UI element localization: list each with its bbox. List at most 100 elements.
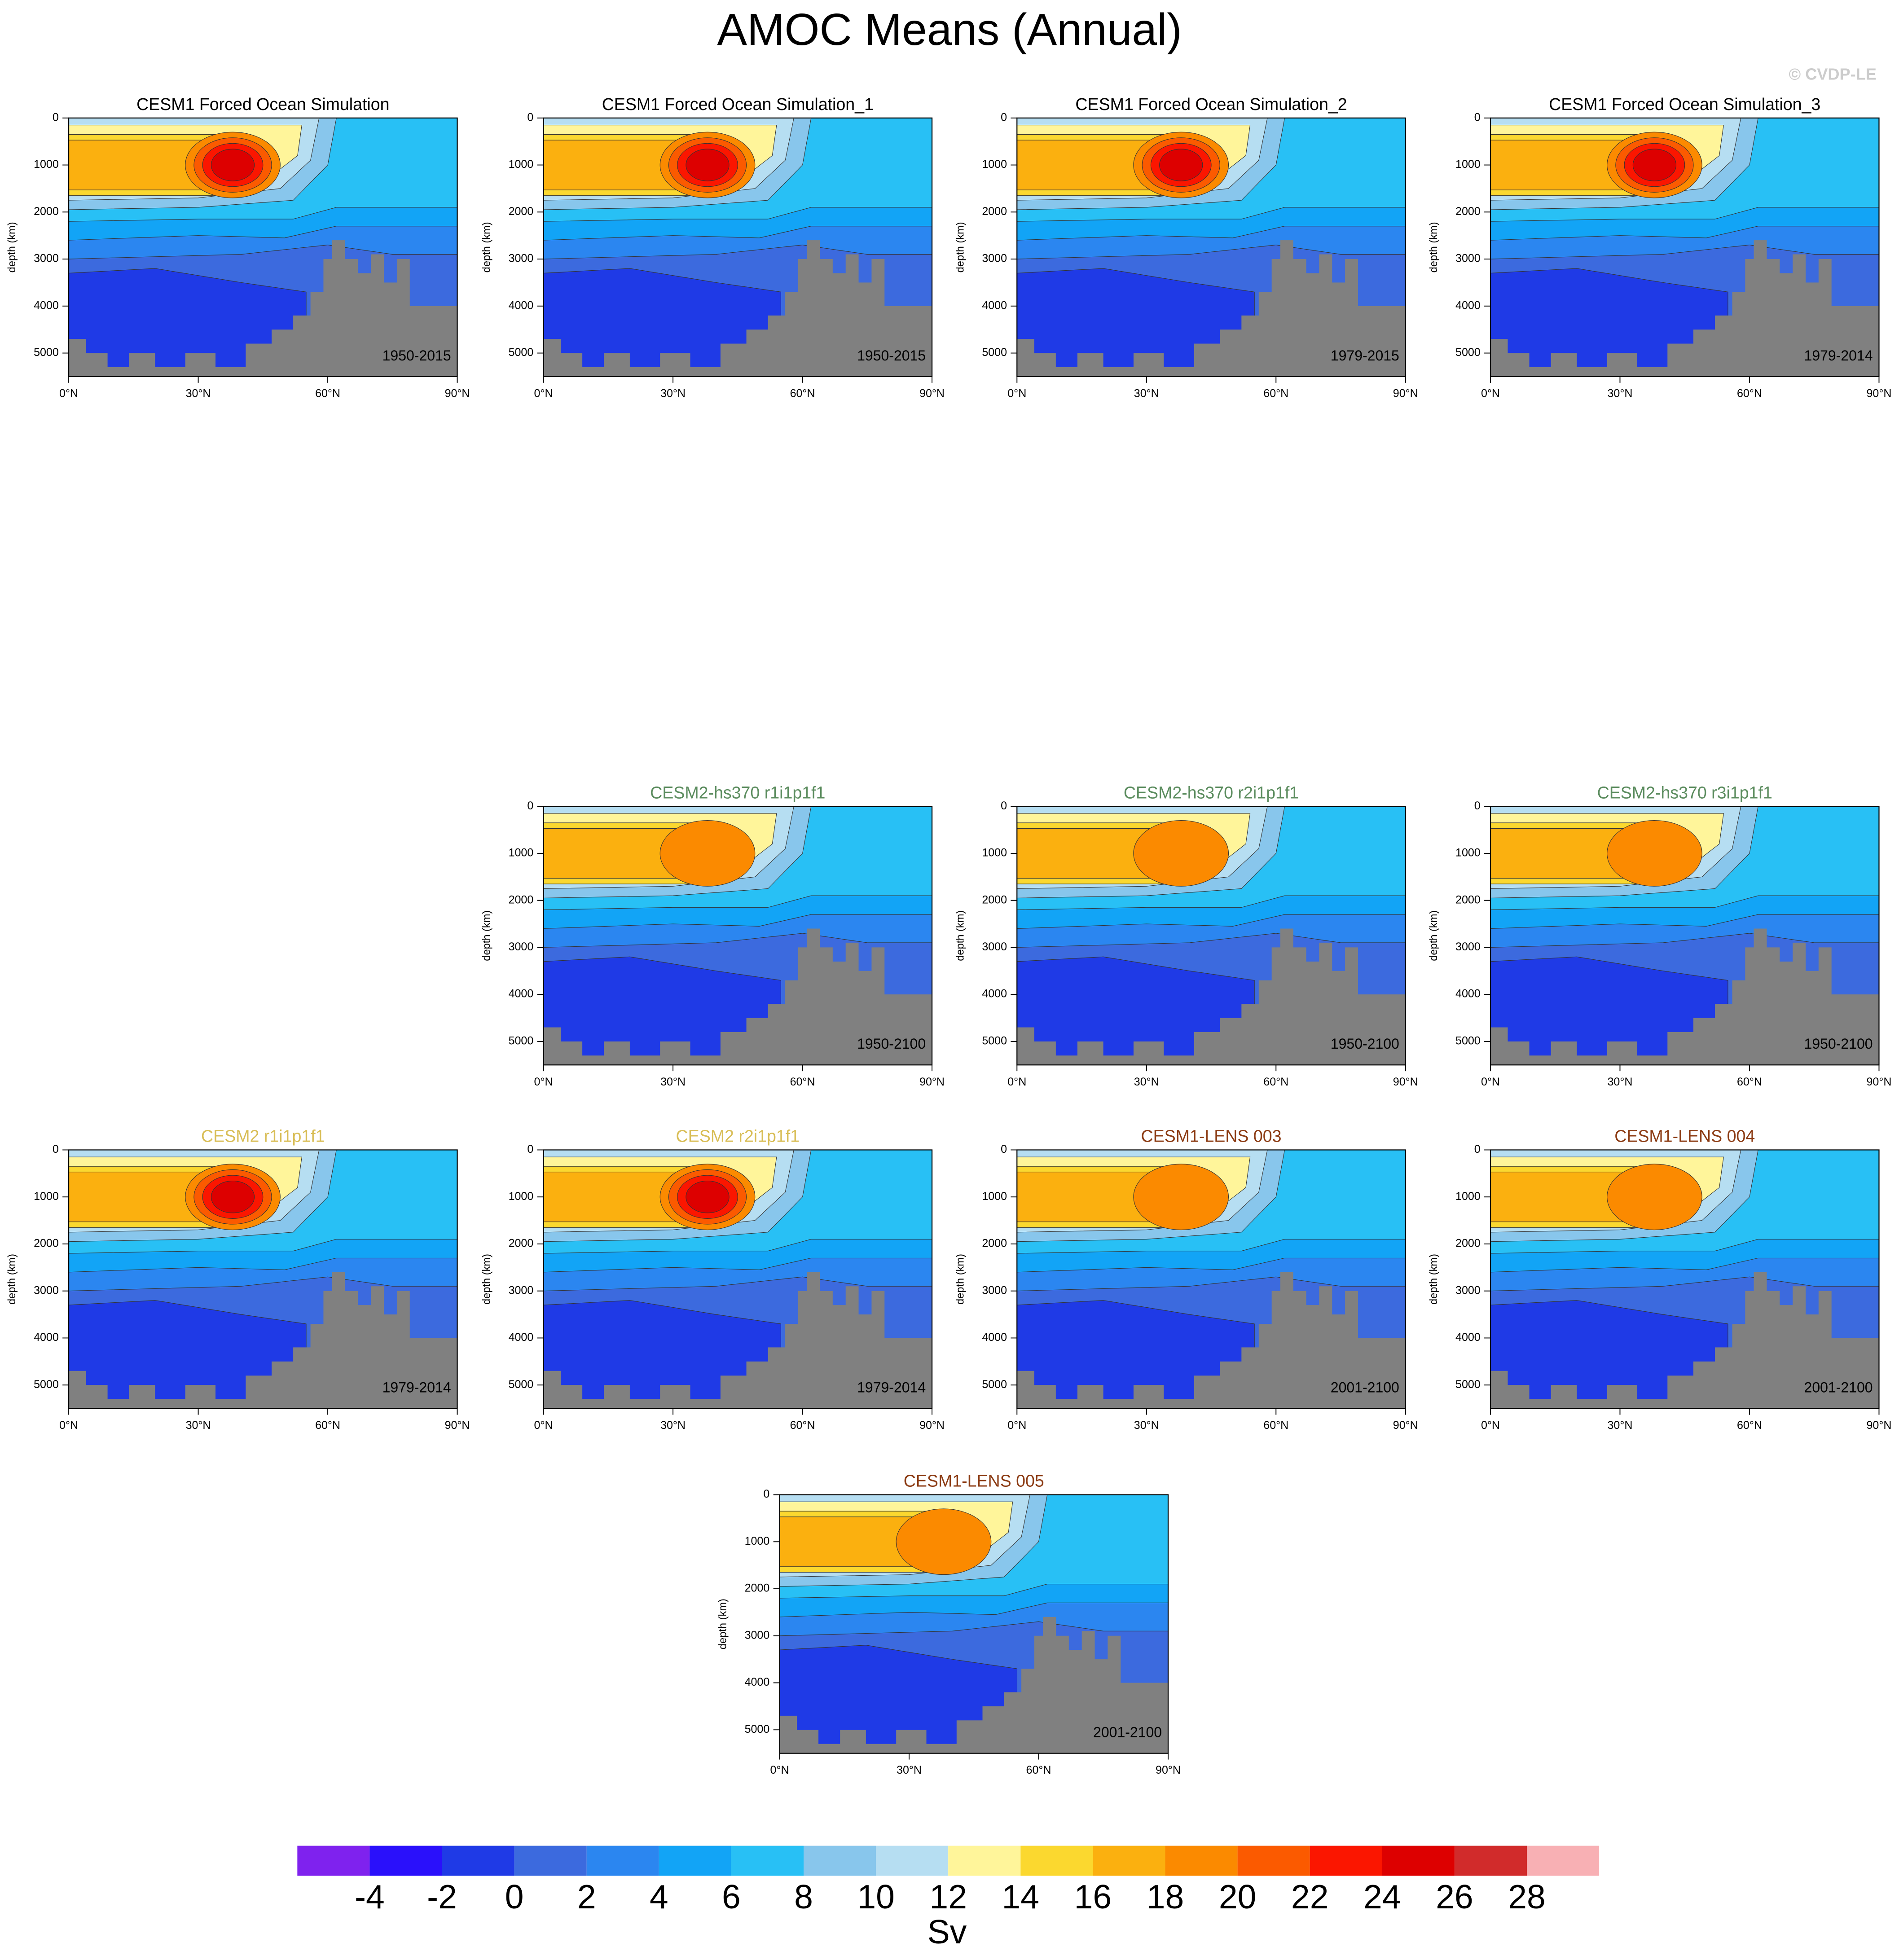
plot-frame [1016, 1149, 1406, 1409]
y-tick-label: 1000 [982, 158, 1007, 171]
period-label: 2001-2100 [1331, 1379, 1399, 1395]
colorbar-label: 26 [1436, 1878, 1473, 1916]
x-tick-label: 30°N [660, 1419, 686, 1432]
contour-region [1159, 149, 1203, 181]
contour-region [686, 149, 730, 181]
y-tick-label: 2000 [1455, 205, 1481, 218]
y-axis-label: depth (km) [954, 222, 966, 272]
contour-field [543, 118, 932, 377]
period-label: 2001-2100 [1093, 1724, 1162, 1740]
y-tick-label: 5000 [34, 1378, 59, 1391]
x-tick-label: 0°N [1481, 387, 1500, 400]
y-tick-label: 3000 [1455, 252, 1481, 265]
y-tick-label: 3000 [509, 1284, 534, 1296]
y-tick-label: 4000 [509, 988, 534, 1000]
y-tick-label: 2000 [982, 205, 1007, 218]
colorbar-box [948, 1846, 1021, 1876]
period-label: 1950-2015 [857, 347, 926, 364]
colorbar-label: 16 [1074, 1878, 1112, 1916]
contour-region [686, 1181, 730, 1213]
colorbar-units: Sv [928, 1913, 967, 1951]
y-tick-label: 4000 [1455, 988, 1481, 1000]
contour-region [1133, 1164, 1229, 1230]
panel: CESM1 Forced Ocean Simulation_2 1979-2015… [954, 95, 1418, 400]
y-tick-label: 4000 [982, 1331, 1007, 1344]
y-tick-label: 4000 [34, 299, 59, 312]
period-label: 1979-2015 [1331, 347, 1399, 364]
y-axis-label: depth (km) [481, 222, 493, 272]
y-tick-label: 5000 [1455, 1034, 1481, 1047]
y-tick-label: 0 [1474, 111, 1481, 123]
contour-field [1017, 806, 1406, 1065]
y-tick-label: 0 [1474, 1143, 1481, 1156]
plot-frame [1490, 1149, 1880, 1409]
topography [543, 240, 932, 377]
plot-frame [543, 117, 933, 377]
topography [1490, 1272, 1879, 1409]
topography [1017, 240, 1406, 377]
y-tick-label: 0 [527, 111, 533, 123]
y-tick-label: 1000 [34, 158, 59, 171]
y-tick-label: 3000 [509, 252, 534, 265]
plot-frame [1490, 117, 1880, 377]
topography [543, 1272, 932, 1409]
y-tick-label: 4000 [745, 1676, 770, 1688]
colorbar-label: 0 [505, 1878, 524, 1916]
panel: CESM2-hs370 r2i1p1f1 1950-2100 depth (km) 0… [954, 783, 1418, 1088]
topography [1017, 928, 1406, 1065]
x-tick-label: 30°N [1608, 1419, 1633, 1432]
x-tick-label: 30°N [1134, 387, 1159, 400]
y-tick-label: 5000 [1455, 346, 1481, 359]
x-tick-label: 90°N [1867, 387, 1892, 400]
y-tick-label: 1000 [982, 847, 1007, 859]
period-label: 1979-2014 [857, 1379, 926, 1395]
plot-frame [68, 117, 458, 377]
y-tick-label: 2000 [34, 205, 59, 218]
y-axis-label: depth (km) [6, 222, 18, 272]
x-tick-label: 30°N [660, 387, 686, 400]
y-tick-label: 3000 [982, 1284, 1007, 1296]
contour-field [543, 1150, 932, 1409]
contour-field [1017, 118, 1406, 377]
y-tick-label: 2000 [1455, 893, 1481, 906]
contour-region [1133, 820, 1229, 887]
y-tick-label: 2000 [509, 893, 534, 906]
panel: CESM1 Forced Ocean Simulation 1950-2015 de… [6, 95, 470, 400]
contour-field [1490, 118, 1879, 377]
y-tick-label: 1000 [1455, 847, 1481, 859]
x-tick-label: 0°N [1007, 1076, 1026, 1088]
panel-title: CESM1 Forced Ocean Simulation_2 [1075, 95, 1347, 114]
contour-field [543, 806, 932, 1065]
contour-region [896, 1508, 992, 1575]
colorbar-box [586, 1846, 659, 1876]
y-tick-label: 5000 [982, 1034, 1007, 1047]
y-axis-label: depth (km) [717, 1599, 729, 1649]
y-axis-label: depth (km) [1428, 910, 1440, 961]
colorbar-box [659, 1846, 731, 1876]
panel-title: CESM1-LENS 004 [1614, 1127, 1755, 1146]
contour-field [1490, 1150, 1879, 1409]
topography [543, 928, 932, 1065]
colorbar-box [1527, 1846, 1600, 1876]
colorbar-label: 6 [722, 1878, 741, 1916]
x-tick-label: 0°N [534, 1076, 553, 1088]
y-tick-label: 5000 [34, 346, 59, 359]
x-tick-label: 0°N [534, 1419, 553, 1432]
y-tick-label: 1000 [1455, 1190, 1481, 1203]
panel: CESM2-hs370 r1i1p1f1 1950-2100 depth (km) 0… [481, 783, 945, 1088]
y-tick-label: 0 [53, 1143, 59, 1156]
colorbar-box [1310, 1846, 1382, 1876]
panel: CESM1-LENS 005 2001-2100 depth (km) 0 1000 20… [717, 1472, 1181, 1777]
colorbar-box [514, 1846, 587, 1876]
y-tick-label: 5000 [982, 1378, 1007, 1391]
x-tick-label: 60°N [315, 387, 340, 400]
topography [1490, 240, 1879, 377]
topography [1017, 1272, 1406, 1409]
colorbar-label: -2 [427, 1878, 457, 1916]
colorbar-label: 10 [857, 1878, 895, 1916]
colorbar-box [1165, 1846, 1238, 1876]
x-tick-label: 90°N [919, 1076, 945, 1088]
y-tick-label: 5000 [509, 346, 534, 359]
y-tick-label: 0 [527, 1143, 533, 1156]
